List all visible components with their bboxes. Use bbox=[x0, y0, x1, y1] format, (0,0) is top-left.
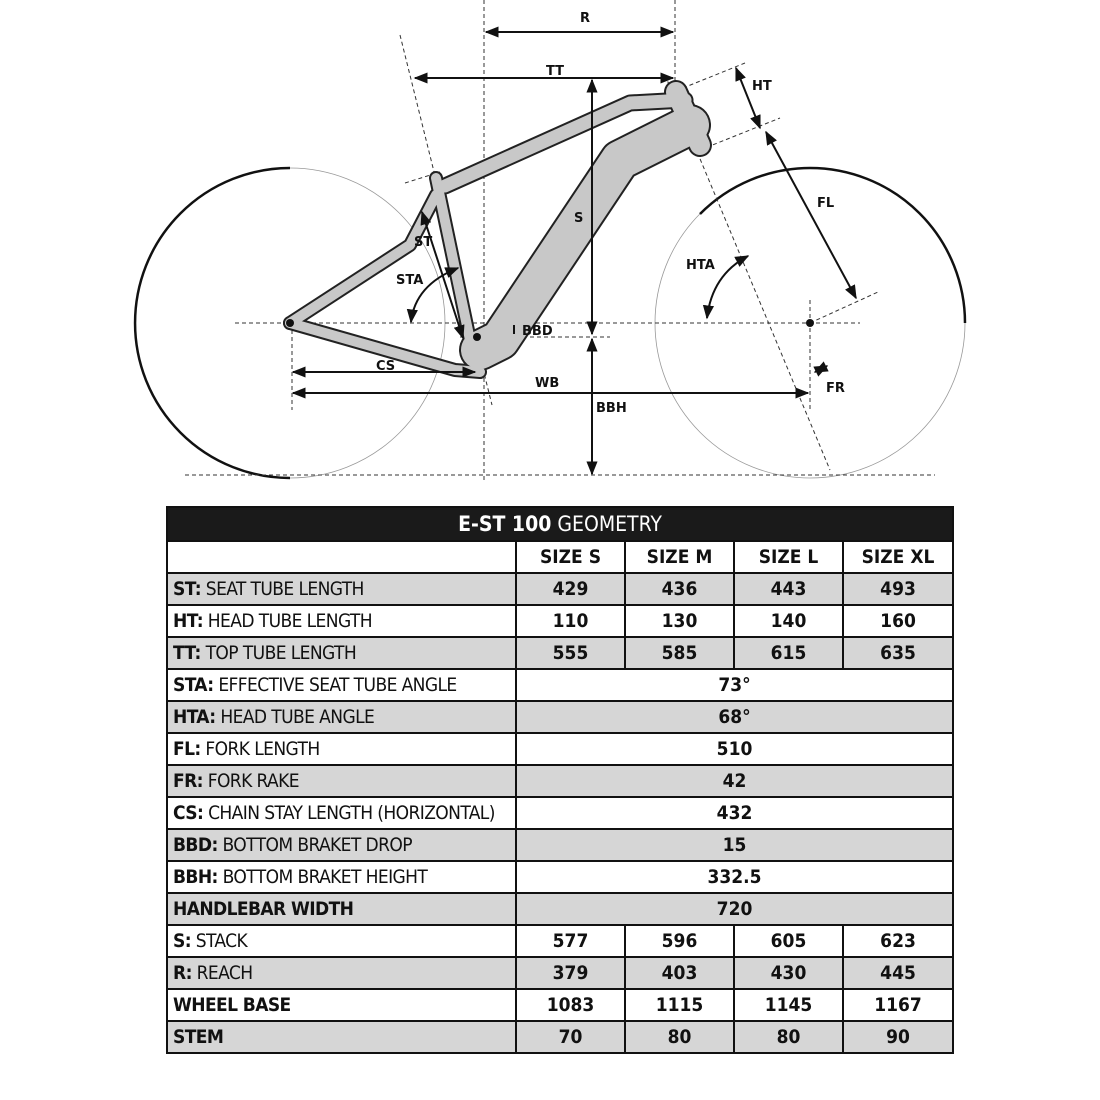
row-label: R: REACH bbox=[166, 956, 517, 990]
header-size-m: SIZE M bbox=[624, 540, 735, 574]
row-label: BBD: BOTTOM BRAKET DROP bbox=[166, 828, 517, 862]
row-label: HT: HEAD TUBE LENGTH bbox=[166, 604, 517, 638]
row-value: 80 bbox=[624, 1020, 735, 1054]
label-fr: FR bbox=[826, 381, 845, 396]
table-row: HTA: HEAD TUBE ANGLE 68° bbox=[166, 700, 955, 734]
table-title: E-ST 100 GEOMETRY bbox=[165, 506, 955, 542]
row-value: 510 bbox=[514, 732, 955, 766]
dimension-arrows bbox=[291, 26, 857, 476]
row-value: 1115 bbox=[624, 988, 735, 1022]
header-size-xl: SIZE XL bbox=[841, 540, 955, 574]
row-value: 160 bbox=[841, 604, 955, 638]
label-s: S bbox=[574, 211, 583, 226]
table-row: BBD: BOTTOM BRAKET DROP 15 bbox=[166, 828, 955, 862]
table-row: HT: HEAD TUBE LENGTH 110 130 140 160 bbox=[166, 604, 955, 638]
row-label: FR: FORK RAKE bbox=[166, 764, 517, 798]
table-row: S: STACK 577 596 605 623 bbox=[166, 924, 955, 958]
row-value: 90 bbox=[841, 1020, 955, 1054]
row-value: 430 bbox=[733, 956, 844, 990]
row-value: 379 bbox=[515, 956, 626, 990]
row-value: 493 bbox=[841, 572, 955, 606]
row-label: FL: FORK LENGTH bbox=[166, 732, 517, 766]
row-value: 436 bbox=[624, 572, 735, 606]
row-label: STEM bbox=[166, 1020, 517, 1054]
row-value: 1083 bbox=[515, 988, 626, 1022]
row-value: 596 bbox=[624, 924, 735, 958]
row-value: 15 bbox=[514, 828, 955, 862]
table-row: WHEEL BASE 1083 1115 1145 1167 bbox=[166, 988, 955, 1022]
row-label: BBH: BOTTOM BRAKET HEIGHT bbox=[166, 860, 517, 894]
table-row: FL: FORK LENGTH 510 bbox=[166, 732, 955, 766]
row-value: 140 bbox=[733, 604, 844, 638]
table-row: STA: EFFECTIVE SEAT TUBE ANGLE 73° bbox=[166, 668, 955, 702]
label-hta: HTA bbox=[686, 258, 715, 273]
table-row: TT: TOP TUBE LENGTH 555 585 615 635 bbox=[166, 636, 955, 670]
row-value: 623 bbox=[841, 924, 955, 958]
row-value: 80 bbox=[733, 1020, 844, 1054]
bike-geometry-diagram: R TT HT S ST STA HTA FL BBD CS WB BBH FR bbox=[133, 0, 967, 480]
label-bbd: BBD bbox=[522, 324, 553, 339]
table-row: CS: CHAIN STAY LENGTH (HORIZONTAL) 432 bbox=[166, 796, 955, 830]
row-value: 332.5 bbox=[514, 860, 955, 894]
label-fl: FL bbox=[817, 196, 834, 211]
row-label: ST: SEAT TUBE LENGTH bbox=[166, 572, 517, 606]
label-cs: CS bbox=[376, 359, 395, 374]
table-row: R: REACH 379 403 430 445 bbox=[166, 956, 955, 990]
row-value: 635 bbox=[841, 636, 955, 670]
table-row: BBH: BOTTOM BRAKET HEIGHT 332.5 bbox=[166, 860, 955, 894]
table-row: STEM 70 80 80 90 bbox=[166, 1020, 955, 1054]
table-row: HANDLEBAR WIDTH 720 bbox=[166, 892, 955, 926]
row-value: 720 bbox=[514, 892, 955, 926]
row-value: 1167 bbox=[841, 988, 955, 1022]
table-row: FR: FORK RAKE 42 bbox=[166, 764, 955, 798]
row-label: TT: TOP TUBE LENGTH bbox=[166, 636, 517, 670]
row-value: 68° bbox=[514, 700, 955, 734]
row-value: 70 bbox=[515, 1020, 626, 1054]
row-value: 130 bbox=[624, 604, 735, 638]
row-label: WHEEL BASE bbox=[166, 988, 517, 1022]
row-label: CS: CHAIN STAY LENGTH (HORIZONTAL) bbox=[166, 796, 517, 830]
label-ht: HT bbox=[752, 79, 772, 94]
row-value: 110 bbox=[515, 604, 626, 638]
row-value: 432 bbox=[514, 796, 955, 830]
header-size-s: SIZE S bbox=[515, 540, 626, 574]
row-label: HTA: HEAD TUBE ANGLE bbox=[166, 700, 517, 734]
row-value: 605 bbox=[733, 924, 844, 958]
row-value: 403 bbox=[624, 956, 735, 990]
row-label: HANDLEBAR WIDTH bbox=[166, 892, 517, 926]
row-value: 443 bbox=[733, 572, 844, 606]
row-value: 73° bbox=[514, 668, 955, 702]
label-sta: STA bbox=[396, 273, 423, 288]
row-value: 555 bbox=[515, 636, 626, 670]
row-value: 1145 bbox=[733, 988, 844, 1022]
label-st: ST bbox=[414, 235, 432, 250]
label-tt: TT bbox=[546, 64, 564, 79]
row-value: 429 bbox=[515, 572, 626, 606]
header-blank bbox=[166, 540, 517, 574]
row-value: 577 bbox=[515, 924, 626, 958]
row-value: 42 bbox=[514, 764, 955, 798]
label-wb: WB bbox=[535, 376, 559, 391]
table-row: ST: SEAT TUBE LENGTH 429 436 443 493 bbox=[166, 572, 955, 606]
row-value: 585 bbox=[624, 636, 735, 670]
row-label: STA: EFFECTIVE SEAT TUBE ANGLE bbox=[166, 668, 517, 702]
dimension-labels: R TT HT S ST STA HTA FL BBD CS WB BBH FR bbox=[376, 11, 845, 416]
label-r: R bbox=[580, 11, 590, 26]
row-label: S: STACK bbox=[166, 924, 517, 958]
geometry-table: E-ST 100 GEOMETRY SIZE S SIZE M SIZE L S… bbox=[165, 506, 955, 1054]
row-value: 615 bbox=[733, 636, 844, 670]
label-bbh: BBH bbox=[596, 401, 627, 416]
row-value: 445 bbox=[841, 956, 955, 990]
header-size-l: SIZE L bbox=[733, 540, 844, 574]
